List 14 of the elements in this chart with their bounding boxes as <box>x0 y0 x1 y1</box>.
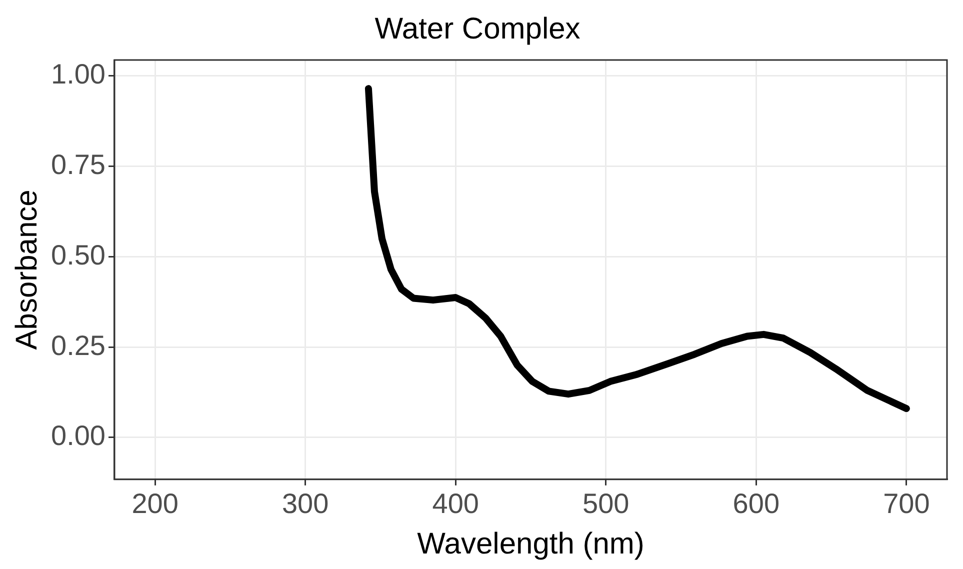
x-tick-label: 500 <box>582 488 630 519</box>
y-axis-title: Absorbance <box>10 190 44 350</box>
x-tick-label: 200 <box>132 488 178 519</box>
y-tick-label: 0.75 <box>50 149 106 180</box>
x-tick-label: 300 <box>282 488 329 519</box>
y-tick-label: 0.00 <box>50 420 106 452</box>
chart-title: Water Complex <box>374 12 580 46</box>
y-tick-label: 0.25 <box>50 330 106 361</box>
x-tick-label: 700 <box>883 488 930 519</box>
y-tick-label: 0.50 <box>50 239 106 270</box>
x-tick-label: 400 <box>432 488 479 519</box>
y-tick-label: 1.00 <box>50 58 106 90</box>
x-axis-title: Wavelength (nm) <box>417 527 644 560</box>
x-tick-label: 600 <box>732 488 780 519</box>
